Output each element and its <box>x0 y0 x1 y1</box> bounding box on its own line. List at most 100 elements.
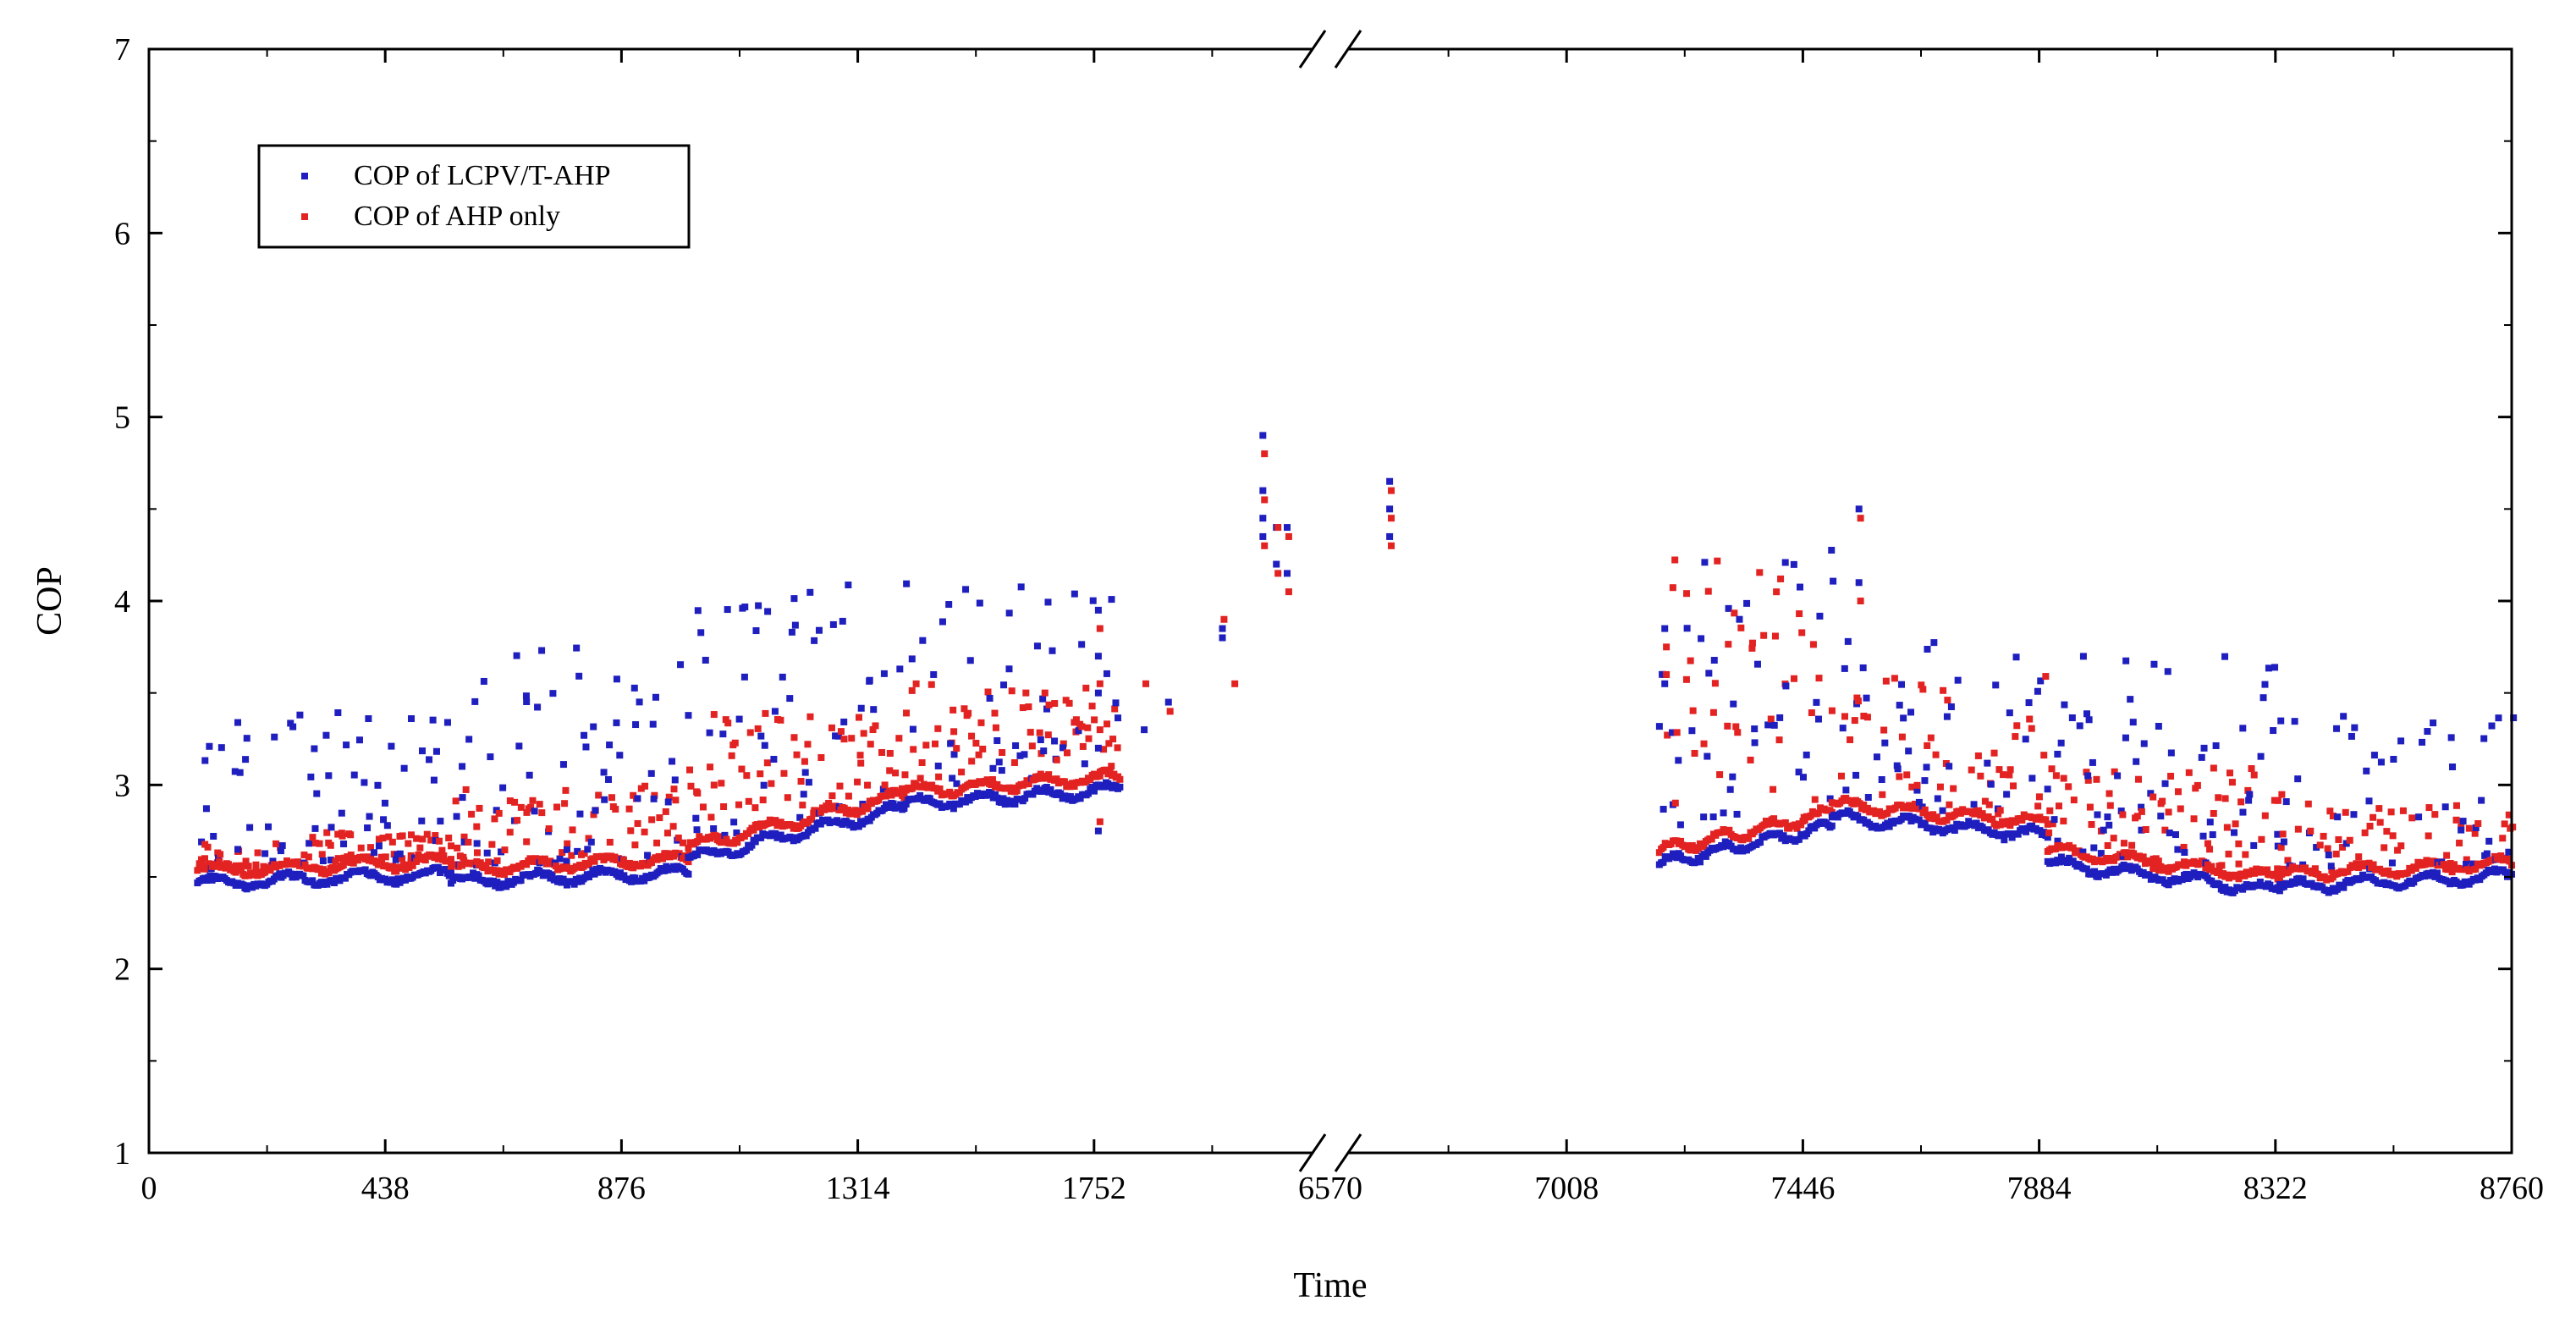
ahp-point <box>2044 820 2051 828</box>
lcpv-point <box>909 725 916 733</box>
lcpv-point <box>1704 752 1711 760</box>
ahp-point <box>476 804 483 812</box>
ahp-point <box>999 748 1006 756</box>
ahp-point <box>2034 802 2042 810</box>
ahp-point <box>1704 587 1712 595</box>
ahp-point <box>859 808 867 815</box>
ahp-point <box>473 849 481 857</box>
ahp-point <box>1747 756 1754 763</box>
ahp-point <box>1091 716 1098 724</box>
lcpv-point <box>592 807 599 814</box>
ahp-point <box>1687 657 1694 664</box>
lcpv-point <box>1992 681 2000 689</box>
lcpv-point <box>2012 653 2020 661</box>
ahp-point <box>2370 813 2377 821</box>
lcpv-point <box>271 733 278 741</box>
lcpv-point <box>1273 560 1280 568</box>
lcpv-point <box>1770 721 1778 729</box>
ahp-point <box>864 781 872 789</box>
lcpv-point <box>661 867 669 874</box>
ahp-point <box>405 863 413 871</box>
ahp-point <box>1731 609 1738 617</box>
lcpv-point <box>1705 670 1713 677</box>
lcpv-point <box>437 818 444 825</box>
ahp-point <box>1045 771 1053 779</box>
ahp-point <box>2006 822 2014 830</box>
ahp-point <box>840 736 848 743</box>
lcpv-point <box>365 715 372 723</box>
ahp-point <box>1770 815 1778 823</box>
ahp-point <box>242 857 250 865</box>
lcpv-point <box>2165 881 2172 889</box>
lcpv-point <box>2061 701 2068 708</box>
lcpv-point <box>1259 487 1267 494</box>
lcpv-point <box>647 769 655 777</box>
ahp-point <box>1261 450 1269 458</box>
ahp-point <box>2329 812 2337 819</box>
lcpv-point <box>2076 722 2083 730</box>
ahp-point <box>435 837 443 845</box>
ahp-point <box>459 862 466 869</box>
axis-break-mark <box>1334 30 1362 69</box>
ahp-point <box>2440 861 2447 868</box>
lcpv-point <box>2459 818 2467 825</box>
ahp-point <box>2069 844 2077 852</box>
x-tick-label: 0 <box>141 1171 157 1206</box>
ahp-point <box>1929 811 1937 819</box>
lcpv-point <box>866 817 873 824</box>
ahp-point <box>1687 846 1694 854</box>
lcpv-point <box>2209 831 2216 839</box>
ahp-point <box>415 851 422 858</box>
ahp-point <box>694 790 702 797</box>
ahp-point <box>2253 865 2260 873</box>
lcpv-point <box>613 675 620 683</box>
lcpv-point <box>1844 637 1852 645</box>
lcpv-point <box>777 831 784 839</box>
lcpv-point <box>388 742 395 750</box>
lcpv-point <box>2127 696 2134 703</box>
lcpv-point <box>465 736 473 743</box>
lcpv-point <box>693 826 701 834</box>
ahp-point <box>228 863 236 871</box>
ahp-point <box>2248 765 2255 773</box>
ahp-point <box>239 862 246 869</box>
lcpv-point <box>1693 858 1700 866</box>
ahp-point <box>949 706 957 714</box>
ahp-point <box>2328 867 2336 874</box>
ahp-point <box>1028 742 1036 750</box>
ahp-point <box>1927 734 1935 741</box>
lcpv-point <box>443 719 451 726</box>
lcpv-point <box>600 769 608 776</box>
ahp-point <box>2157 863 2165 870</box>
ahp-point <box>2339 843 2347 851</box>
lcpv-point <box>497 884 504 891</box>
lcpv-point <box>400 764 408 772</box>
lcpv-point <box>1043 784 1050 791</box>
ahp-point <box>1854 697 1862 705</box>
ahp-point <box>804 741 812 748</box>
ahp-point <box>2277 844 2285 852</box>
ahp-point <box>825 799 833 807</box>
lcpv-point <box>652 693 659 701</box>
ahp-point <box>1064 749 1071 757</box>
lcpv-point <box>1906 813 1913 820</box>
x-tick-label: 1314 <box>826 1171 890 1206</box>
ahp-point <box>2204 840 2211 847</box>
lcpv-point <box>2199 832 2207 840</box>
ahp-point <box>590 811 597 819</box>
ahp-point <box>2010 782 2017 790</box>
lcpv-point <box>2097 850 2105 857</box>
ahp-point <box>1856 800 1863 808</box>
ahp-point <box>648 816 656 824</box>
lcpv-point <box>1005 665 1013 673</box>
ahp-point <box>1990 749 1998 757</box>
lcpv-point <box>741 604 749 611</box>
ahp-point <box>888 791 895 799</box>
lcpv-point <box>1701 559 1709 566</box>
ahp-point <box>875 796 883 803</box>
ahp-point <box>935 773 943 780</box>
lcpv-point <box>2298 879 2305 886</box>
ahp-point <box>797 778 805 786</box>
lcpv-point <box>556 855 564 863</box>
lcpv-point <box>2054 750 2061 758</box>
